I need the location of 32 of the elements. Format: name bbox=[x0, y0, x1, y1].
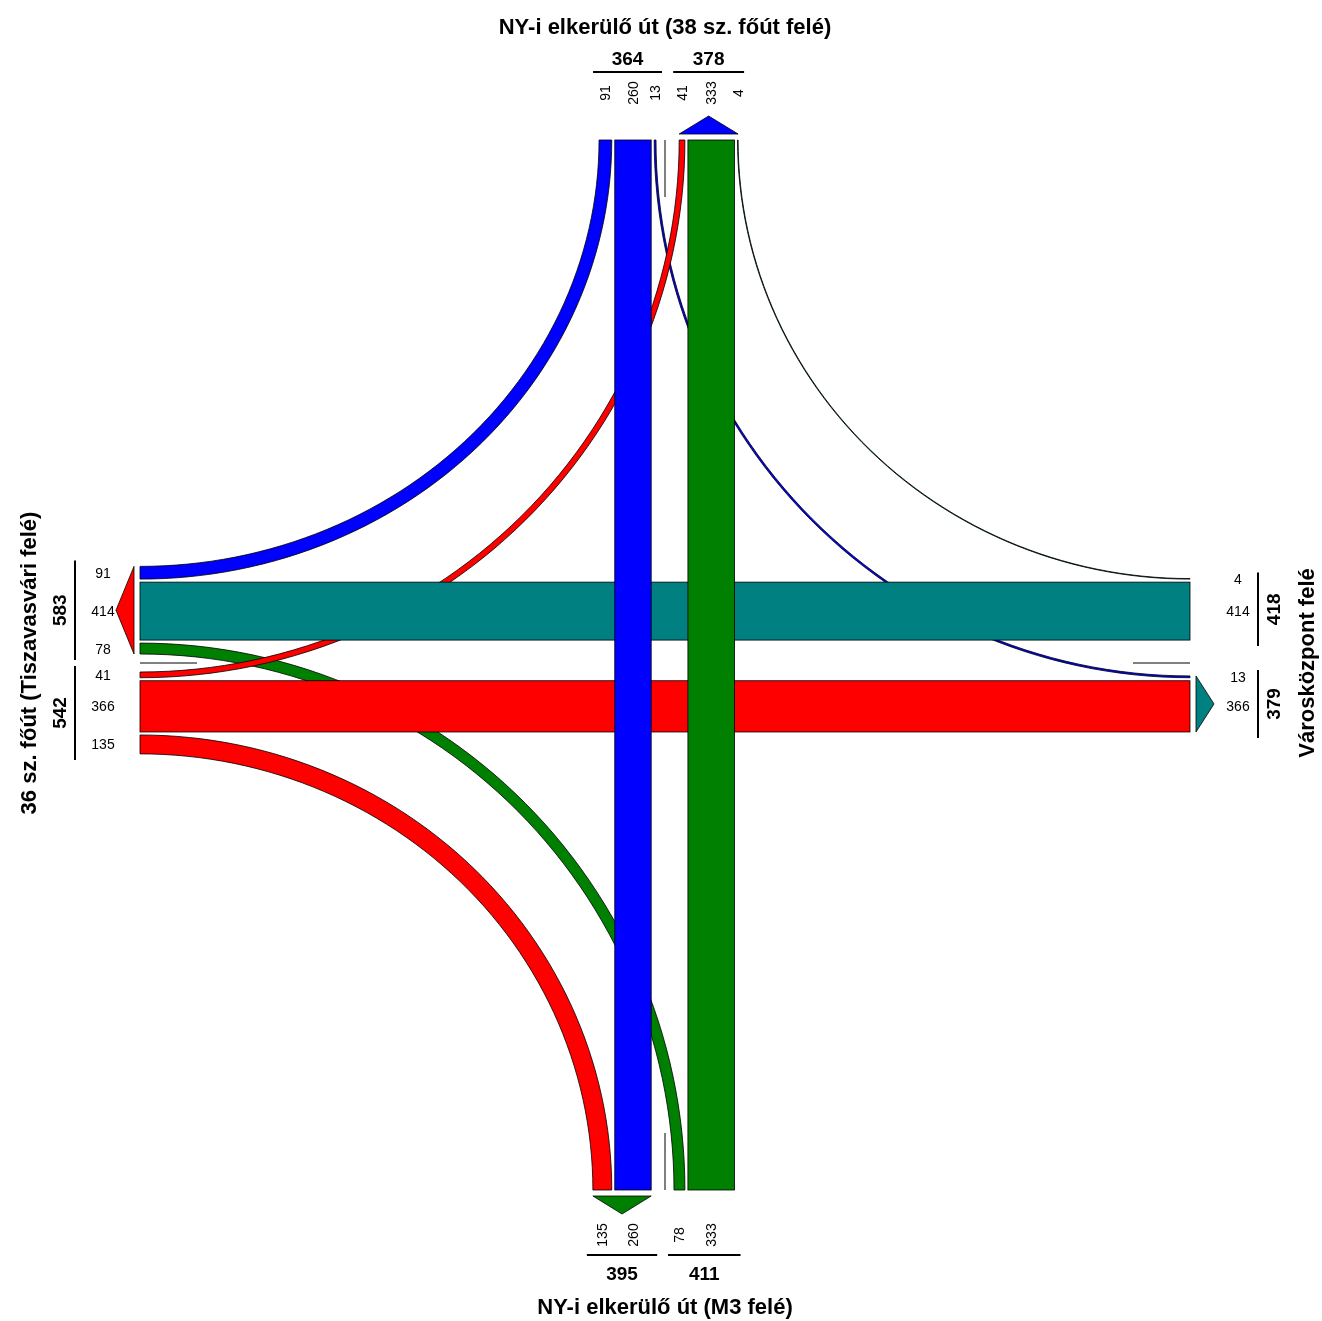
text: 379 bbox=[1263, 688, 1285, 720]
data-label: 41 bbox=[95, 666, 111, 683]
data-label: 260 bbox=[624, 1223, 641, 1247]
data-label: 78 bbox=[671, 1227, 688, 1243]
data-label: 260 bbox=[624, 81, 641, 105]
text: 418 bbox=[1263, 593, 1285, 626]
category-label: 36 sz. főút (Tiszavasvári felé) bbox=[15, 511, 41, 815]
data-label: 4 bbox=[729, 88, 746, 97]
data-label: 13 bbox=[1230, 668, 1246, 685]
data-label: 135 bbox=[91, 736, 115, 753]
data-label: 414 bbox=[1226, 603, 1250, 620]
data-label: 78 bbox=[95, 640, 111, 657]
text: 364 bbox=[611, 47, 644, 69]
text: 395 bbox=[606, 1262, 638, 1284]
category-label: NY-i elkerülő út (M3 felé) bbox=[537, 1293, 793, 1319]
data-label: 333 bbox=[703, 1223, 720, 1247]
category-label: NY-i elkerülő út (38 sz. főút felé) bbox=[498, 13, 832, 39]
text: 411 bbox=[688, 1262, 720, 1284]
text: 378 bbox=[692, 47, 725, 69]
text: 583 bbox=[49, 594, 71, 627]
data-label: 135 bbox=[594, 1223, 611, 1247]
data-label: 13 bbox=[647, 85, 664, 101]
data-label: 366 bbox=[91, 698, 115, 715]
data-label: 91 bbox=[597, 85, 614, 101]
data-label: 91 bbox=[95, 564, 111, 581]
data-label: 4 bbox=[1234, 570, 1243, 587]
data-label: 41 bbox=[674, 85, 691, 101]
data-label: 366 bbox=[1226, 698, 1250, 715]
data-label: 333 bbox=[703, 81, 720, 105]
category-label: Városközpont felé bbox=[1293, 568, 1319, 758]
text: 542 bbox=[49, 697, 71, 729]
data-label: 414 bbox=[91, 603, 115, 620]
